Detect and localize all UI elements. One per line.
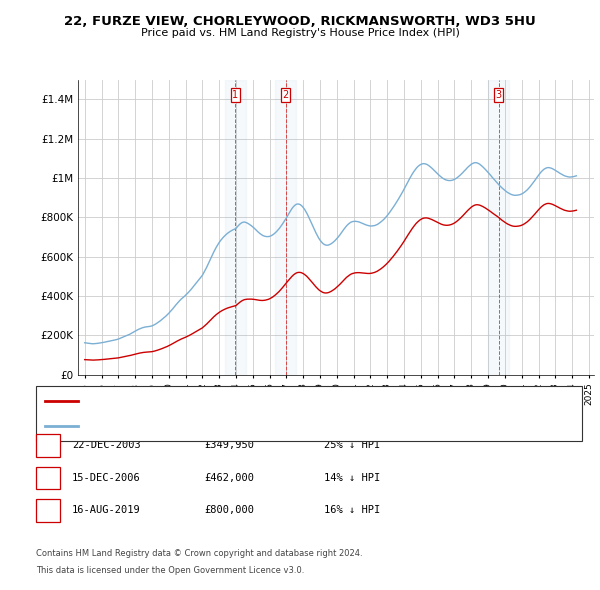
Text: Contains HM Land Registry data © Crown copyright and database right 2024.: Contains HM Land Registry data © Crown c… xyxy=(36,549,362,558)
Text: 2: 2 xyxy=(283,90,289,100)
Text: 15-DEC-2006: 15-DEC-2006 xyxy=(72,473,141,483)
Text: 16% ↓ HPI: 16% ↓ HPI xyxy=(324,506,380,515)
Text: Price paid vs. HM Land Registry's House Price Index (HPI): Price paid vs. HM Land Registry's House … xyxy=(140,28,460,38)
Text: 3: 3 xyxy=(496,90,502,100)
Text: 14% ↓ HPI: 14% ↓ HPI xyxy=(324,473,380,483)
Text: This data is licensed under the Open Government Licence v3.0.: This data is licensed under the Open Gov… xyxy=(36,566,304,575)
Bar xyxy=(226,80,245,375)
Text: £462,000: £462,000 xyxy=(204,473,254,483)
Text: 25% ↓ HPI: 25% ↓ HPI xyxy=(324,441,380,450)
Text: 16-AUG-2019: 16-AUG-2019 xyxy=(72,506,141,515)
Text: 22, FURZE VIEW, CHORLEYWOOD, RICKMANSWORTH, WD3 5HU (detached house): 22, FURZE VIEW, CHORLEYWOOD, RICKMANSWOR… xyxy=(85,396,487,406)
Text: £800,000: £800,000 xyxy=(204,506,254,515)
Text: 22, FURZE VIEW, CHORLEYWOOD, RICKMANSWORTH, WD3 5HU: 22, FURZE VIEW, CHORLEYWOOD, RICKMANSWOR… xyxy=(64,15,536,28)
Text: 3: 3 xyxy=(44,506,52,515)
Text: HPI: Average price, detached house, Three Rivers: HPI: Average price, detached house, Thre… xyxy=(85,421,328,431)
Text: 1: 1 xyxy=(44,441,52,450)
Bar xyxy=(275,80,296,375)
Text: 1: 1 xyxy=(232,90,239,100)
Text: 22-DEC-2003: 22-DEC-2003 xyxy=(72,441,141,450)
Bar xyxy=(488,80,509,375)
Text: 2: 2 xyxy=(44,473,52,483)
Text: £349,950: £349,950 xyxy=(204,441,254,450)
